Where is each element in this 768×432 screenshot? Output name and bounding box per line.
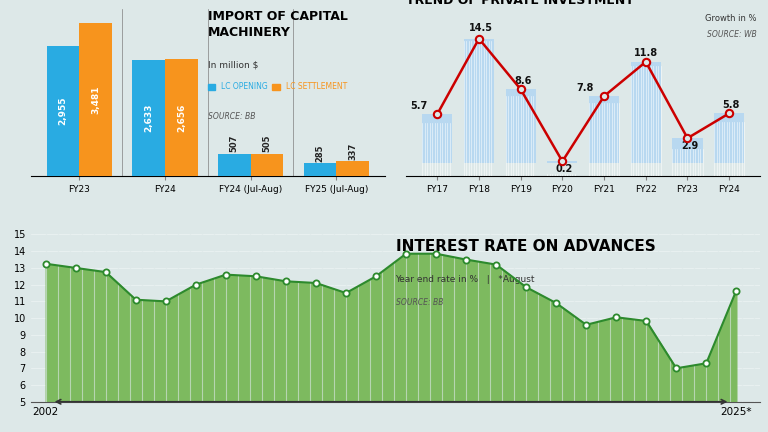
Text: 5.8: 5.8 [723, 100, 740, 110]
Bar [47, 46, 79, 176]
Text: 3,481: 3,481 [91, 85, 100, 114]
Point [250, 273, 262, 280]
Text: IMPORT OF CAPITAL
MACHINERY: IMPORT OF CAPITAL MACHINERY [208, 10, 348, 39]
Point [681, 135, 694, 142]
Point [280, 278, 292, 285]
Bar [132, 60, 165, 176]
Point [130, 296, 142, 303]
Point [310, 280, 322, 286]
Bar [714, 113, 744, 163]
Bar [673, 138, 703, 163]
Point [730, 287, 743, 294]
Text: 507: 507 [230, 135, 239, 152]
Bar [165, 59, 197, 176]
Bar [589, 96, 619, 163]
Point [640, 318, 652, 324]
Point [580, 321, 592, 328]
Point [520, 284, 532, 291]
Bar [464, 39, 494, 163]
Text: In million $: In million $ [208, 60, 258, 70]
Text: 5.7: 5.7 [410, 101, 427, 111]
Point [700, 360, 713, 367]
Point [370, 273, 382, 280]
Point [431, 111, 443, 118]
Bar [548, 161, 578, 163]
Point [640, 58, 652, 65]
Bar [79, 23, 112, 176]
Bar [505, 89, 536, 163]
Text: 505: 505 [263, 135, 271, 152]
Legend: LC OPENING, LC SETTLEMENT: LC OPENING, LC SETTLEMENT [204, 79, 350, 95]
Point [460, 256, 472, 263]
Point [70, 264, 82, 271]
Point [550, 300, 562, 307]
Bar [303, 163, 336, 176]
Point [473, 35, 485, 42]
Bar [422, 114, 452, 163]
Point [556, 158, 568, 165]
Point [430, 250, 442, 257]
Point [100, 269, 112, 276]
Text: Year end rate in %   |   *August: Year end rate in % | *August [396, 275, 535, 284]
Text: 2,633: 2,633 [144, 104, 154, 132]
Point [190, 281, 202, 288]
Point [670, 365, 683, 372]
Bar [336, 161, 369, 176]
Bar [218, 154, 250, 176]
Text: 14.5: 14.5 [469, 22, 493, 33]
Text: TREND OF PRIVATE INVESTMENT: TREND OF PRIVATE INVESTMENT [406, 0, 634, 7]
Point [515, 86, 527, 93]
Text: 2,656: 2,656 [177, 103, 186, 132]
Point [220, 271, 232, 278]
Point [40, 260, 52, 267]
Text: Growth in %: Growth in % [705, 14, 756, 22]
Text: SOURCE: BB: SOURCE: BB [396, 298, 443, 307]
Bar [631, 62, 660, 163]
Text: 0.2: 0.2 [556, 164, 573, 174]
Point [339, 289, 352, 296]
Text: 7.8: 7.8 [577, 83, 594, 93]
Text: 8.6: 8.6 [514, 76, 531, 86]
Point [723, 110, 735, 117]
Text: SOURCE: WB: SOURCE: WB [707, 30, 756, 39]
Text: INTEREST RATE ON ADVANCES: INTEREST RATE ON ADVANCES [396, 239, 655, 254]
Point [160, 298, 172, 305]
Point [610, 314, 622, 321]
Text: 285: 285 [316, 145, 325, 162]
Point [400, 250, 412, 257]
Text: SOURCE: BB: SOURCE: BB [208, 112, 255, 121]
Bar [250, 154, 283, 176]
Text: 2.9: 2.9 [681, 141, 698, 151]
Text: 337: 337 [348, 143, 357, 160]
Text: 2,955: 2,955 [58, 97, 68, 125]
Point [490, 261, 502, 268]
Point [598, 93, 611, 100]
Text: 11.8: 11.8 [634, 48, 658, 57]
